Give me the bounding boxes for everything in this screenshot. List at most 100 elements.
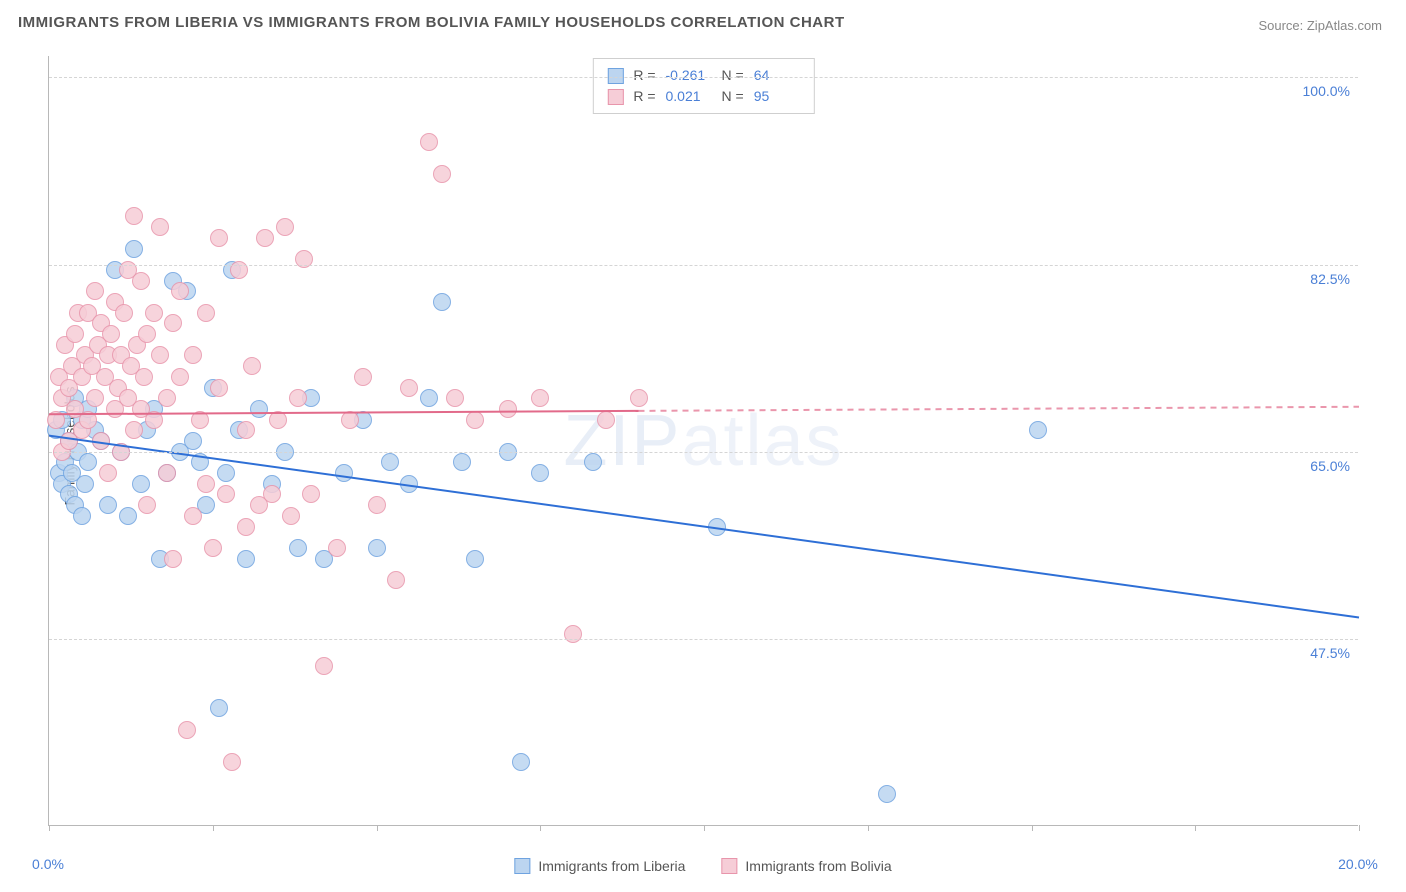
legend-swatch-bolivia bbox=[721, 858, 737, 874]
legend-label-bolivia: Immigrants from Bolivia bbox=[745, 858, 891, 874]
point-bolivia bbox=[79, 411, 97, 429]
ytick-label: 82.5% bbox=[1310, 271, 1350, 287]
point-bolivia bbox=[289, 389, 307, 407]
point-bolivia bbox=[171, 368, 189, 386]
point-bolivia bbox=[191, 411, 209, 429]
xtick bbox=[213, 825, 214, 831]
point-bolivia bbox=[354, 368, 372, 386]
point-bolivia bbox=[92, 432, 110, 450]
point-bolivia bbox=[138, 325, 156, 343]
point-bolivia bbox=[630, 389, 648, 407]
xtick bbox=[704, 825, 705, 831]
ytick-label: 65.0% bbox=[1310, 458, 1350, 474]
point-bolivia bbox=[204, 539, 222, 557]
point-bolivia bbox=[151, 346, 169, 364]
point-bolivia bbox=[132, 272, 150, 290]
point-bolivia bbox=[99, 464, 117, 482]
stats-row-bolivia: R = 0.021 N = 95 bbox=[607, 86, 799, 107]
point-bolivia bbox=[135, 368, 153, 386]
point-bolivia bbox=[171, 282, 189, 300]
point-liberia bbox=[708, 518, 726, 536]
ytick-label: 47.5% bbox=[1310, 645, 1350, 661]
point-liberia bbox=[289, 539, 307, 557]
point-bolivia bbox=[125, 421, 143, 439]
xtick-label: 0.0% bbox=[32, 856, 64, 872]
point-bolivia bbox=[237, 421, 255, 439]
point-bolivia bbox=[145, 304, 163, 322]
point-bolivia bbox=[433, 165, 451, 183]
point-bolivia bbox=[446, 389, 464, 407]
point-bolivia bbox=[256, 229, 274, 247]
point-bolivia bbox=[315, 657, 333, 675]
gridline-h bbox=[49, 77, 1358, 78]
point-liberia bbox=[132, 475, 150, 493]
r-value-bolivia: 0.021 bbox=[666, 86, 712, 107]
point-liberia bbox=[191, 453, 209, 471]
point-liberia bbox=[466, 550, 484, 568]
point-bolivia bbox=[269, 411, 287, 429]
ytick-label: 100.0% bbox=[1303, 83, 1350, 99]
point-bolivia bbox=[341, 411, 359, 429]
n-value-bolivia: 95 bbox=[754, 86, 800, 107]
point-liberia bbox=[210, 699, 228, 717]
point-liberia bbox=[99, 496, 117, 514]
point-bolivia bbox=[263, 485, 281, 503]
chart-title: IMMIGRANTS FROM LIBERIA VS IMMIGRANTS FR… bbox=[18, 14, 845, 31]
point-bolivia bbox=[151, 218, 169, 236]
point-bolivia bbox=[499, 400, 517, 418]
point-bolivia bbox=[328, 539, 346, 557]
point-bolivia bbox=[197, 475, 215, 493]
point-liberia bbox=[878, 785, 896, 803]
xtick bbox=[377, 825, 378, 831]
point-liberia bbox=[433, 293, 451, 311]
point-bolivia bbox=[276, 218, 294, 236]
xtick bbox=[49, 825, 50, 831]
point-liberia bbox=[237, 550, 255, 568]
point-bolivia bbox=[223, 753, 241, 771]
point-bolivia bbox=[66, 325, 84, 343]
legend-label-liberia: Immigrants from Liberia bbox=[538, 858, 685, 874]
point-bolivia bbox=[47, 411, 65, 429]
point-liberia bbox=[184, 432, 202, 450]
xtick bbox=[540, 825, 541, 831]
point-bolivia bbox=[178, 721, 196, 739]
xtick bbox=[1195, 825, 1196, 831]
point-bolivia bbox=[158, 464, 176, 482]
point-bolivia bbox=[400, 379, 418, 397]
n-value-liberia: 64 bbox=[754, 65, 800, 86]
gridline-h bbox=[49, 265, 1358, 266]
point-liberia bbox=[512, 753, 530, 771]
point-liberia bbox=[531, 464, 549, 482]
point-bolivia bbox=[466, 411, 484, 429]
point-bolivia bbox=[302, 485, 320, 503]
point-liberia bbox=[250, 400, 268, 418]
point-bolivia bbox=[282, 507, 300, 525]
point-liberia bbox=[453, 453, 471, 471]
point-liberia bbox=[381, 453, 399, 471]
gridline-h bbox=[49, 452, 1358, 453]
swatch-bolivia bbox=[607, 89, 623, 105]
point-bolivia bbox=[210, 379, 228, 397]
point-bolivia bbox=[237, 518, 255, 536]
point-bolivia bbox=[368, 496, 386, 514]
n-label: N = bbox=[722, 86, 744, 107]
xtick-label: 20.0% bbox=[1338, 856, 1378, 872]
source-attribution: Source: ZipAtlas.com bbox=[1258, 18, 1382, 33]
point-liberia bbox=[125, 240, 143, 258]
point-bolivia bbox=[138, 496, 156, 514]
point-liberia bbox=[119, 507, 137, 525]
point-bolivia bbox=[86, 389, 104, 407]
legend-swatch-liberia bbox=[514, 858, 530, 874]
point-liberia bbox=[584, 453, 602, 471]
r-value-liberia: -0.261 bbox=[666, 65, 712, 86]
point-bolivia bbox=[387, 571, 405, 589]
point-liberia bbox=[420, 389, 438, 407]
point-liberia bbox=[79, 453, 97, 471]
point-liberia bbox=[400, 475, 418, 493]
r-label: R = bbox=[633, 86, 655, 107]
point-bolivia bbox=[597, 411, 615, 429]
point-bolivia bbox=[164, 550, 182, 568]
xtick bbox=[1359, 825, 1360, 831]
point-bolivia bbox=[125, 207, 143, 225]
point-liberia bbox=[73, 507, 91, 525]
